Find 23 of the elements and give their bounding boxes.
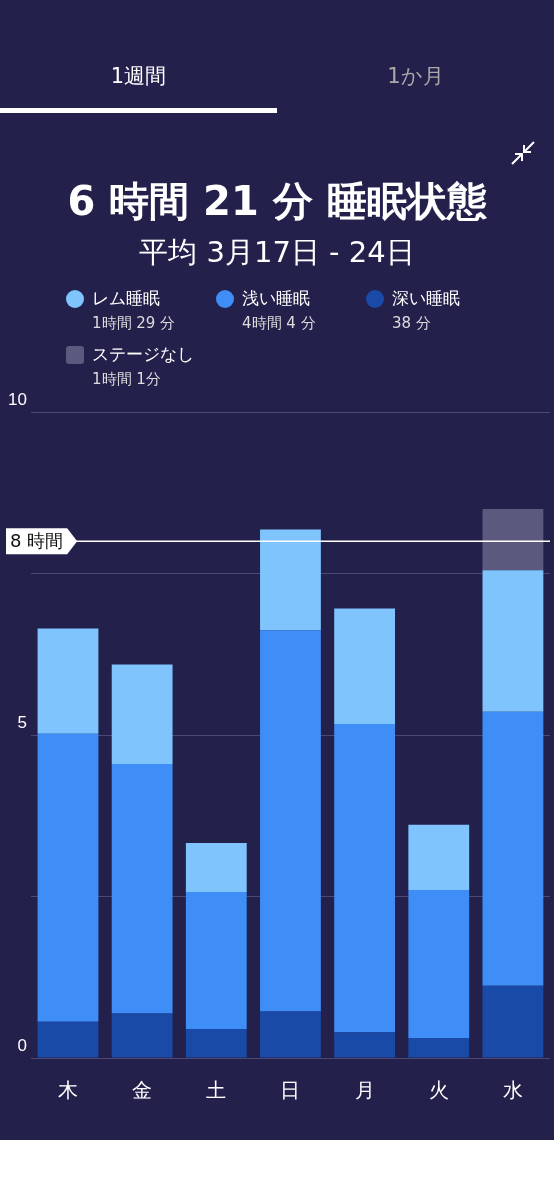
- x-tick-label: 金: [132, 1078, 153, 1103]
- chart-title: 6 時間 21 分 睡眠状態: [66, 177, 488, 226]
- x-tick-label: 水: [502, 1078, 523, 1103]
- legend-label: ステージなし: [92, 343, 194, 366]
- x-tick-label: 木: [57, 1078, 78, 1103]
- text: 4時間 4 分: [242, 314, 317, 333]
- legend-label: 浅い睡眠: [242, 287, 310, 310]
- text: 1か月: [387, 64, 444, 88]
- ref-line-label: 8 時間: [10, 529, 64, 551]
- chart-subtitle: 平均 3月17日 - 24日: [138, 234, 416, 271]
- y-tick-label: 0: [17, 1035, 27, 1055]
- text: 1時間 29 分: [92, 314, 177, 333]
- legend-label: レム睡眠: [92, 287, 160, 310]
- x-tick-label: 月: [354, 1078, 375, 1103]
- y-tick-label: 10: [7, 389, 27, 409]
- text: 1週間: [110, 64, 167, 88]
- text: 38 分: [392, 314, 432, 333]
- x-tick-label: 日: [280, 1078, 301, 1103]
- x-tick-label: 土: [206, 1078, 227, 1103]
- text: 1時間 1分: [92, 370, 162, 389]
- y-tick-label: 5: [17, 712, 27, 732]
- legend-label: 深い睡眠: [392, 287, 460, 310]
- x-tick-label: 火: [428, 1078, 449, 1103]
